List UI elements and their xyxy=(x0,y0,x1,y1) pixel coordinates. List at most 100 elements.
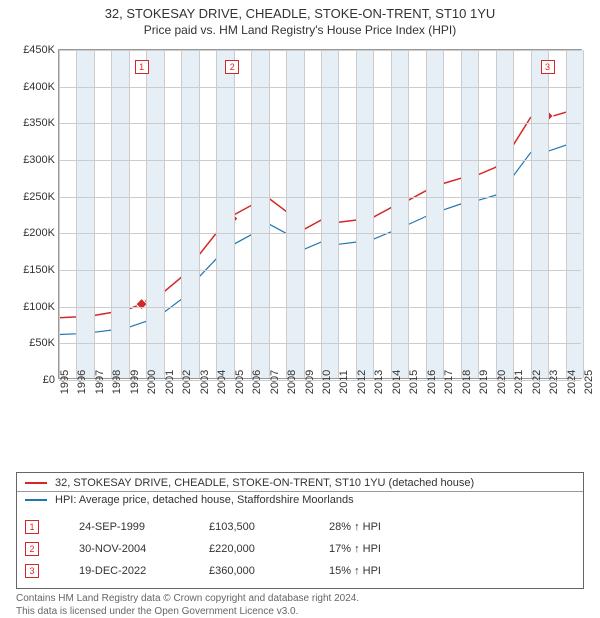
y-tick-label: £0 xyxy=(43,374,55,386)
x-gridline xyxy=(443,50,444,378)
x-gridline xyxy=(548,50,549,378)
year-band xyxy=(496,50,513,378)
attribution: Contains HM Land Registry data © Crown c… xyxy=(16,593,584,618)
x-tick-label: 1996 xyxy=(76,370,88,394)
year-band xyxy=(146,50,163,378)
y-tick-label: £100K xyxy=(23,301,55,313)
year-band xyxy=(286,50,303,378)
y-gridline xyxy=(59,233,581,234)
y-tick-label: £450K xyxy=(23,44,55,56)
x-gridline xyxy=(216,50,217,378)
x-tick-label: 2005 xyxy=(234,370,246,394)
x-gridline xyxy=(461,50,462,378)
sale-row-marker: 3 xyxy=(25,564,39,578)
x-gridline xyxy=(496,50,497,378)
x-tick-label: 2014 xyxy=(391,370,403,394)
x-tick-label: 1998 xyxy=(111,370,123,394)
year-band xyxy=(181,50,198,378)
year-band xyxy=(566,50,583,378)
sale-price: £220,000 xyxy=(209,543,299,555)
x-gridline xyxy=(391,50,392,378)
year-band xyxy=(164,50,181,378)
y-gridline xyxy=(59,307,581,308)
legend-label: 32, STOKESAY DRIVE, CHEADLE, STOKE-ON-TR… xyxy=(55,477,474,489)
title-line-2: Price paid vs. HM Land Registry's House … xyxy=(0,23,600,37)
sale-row: 3 19-DEC-2022 £360,000 15% ↑ HPI xyxy=(25,560,575,582)
y-gridline xyxy=(59,197,581,198)
year-band xyxy=(94,50,111,378)
x-gridline xyxy=(356,50,357,378)
x-gridline xyxy=(59,50,60,378)
x-tick-label: 2021 xyxy=(513,370,525,394)
year-band xyxy=(59,50,76,378)
y-tick-label: £50K xyxy=(29,337,55,349)
sale-marker-label: 3 xyxy=(541,60,555,74)
x-tick-label: 2020 xyxy=(496,370,508,394)
x-gridline xyxy=(286,50,287,378)
x-tick-label: 2024 xyxy=(566,370,578,394)
year-band xyxy=(76,50,93,378)
x-gridline xyxy=(566,50,567,378)
y-tick-label: £400K xyxy=(23,81,55,93)
sale-date: 19-DEC-2022 xyxy=(79,565,179,577)
x-tick-label: 2000 xyxy=(146,370,158,394)
x-gridline xyxy=(513,50,514,378)
year-band xyxy=(338,50,355,378)
year-band xyxy=(531,50,548,378)
y-gridline xyxy=(59,380,581,381)
x-tick-label: 2003 xyxy=(199,370,211,394)
x-gridline xyxy=(199,50,200,378)
x-tick-label: 2007 xyxy=(269,370,281,394)
sale-delta: 15% ↑ HPI xyxy=(329,565,381,577)
legend-swatch xyxy=(25,499,47,501)
x-tick-label: 2011 xyxy=(338,370,350,394)
y-gridline xyxy=(59,87,581,88)
sale-delta: 17% ↑ HPI xyxy=(329,543,381,555)
x-tick-label: 2016 xyxy=(426,370,438,394)
year-band xyxy=(461,50,478,378)
sale-marker-label: 1 xyxy=(135,60,149,74)
legend-row: HPI: Average price, detached house, Staf… xyxy=(17,492,583,510)
sale-delta: 28% ↑ HPI xyxy=(329,521,381,533)
y-tick-label: £200K xyxy=(23,227,55,239)
year-band xyxy=(391,50,408,378)
year-band xyxy=(373,50,390,378)
y-tick-label: £300K xyxy=(23,154,55,166)
legend-swatch xyxy=(25,482,47,484)
year-band xyxy=(321,50,338,378)
sale-date: 30-NOV-2004 xyxy=(79,543,179,555)
x-tick-label: 2001 xyxy=(164,370,176,394)
year-band xyxy=(513,50,530,378)
sale-row-marker: 2 xyxy=(25,542,39,556)
x-gridline xyxy=(321,50,322,378)
x-tick-label: 2006 xyxy=(251,370,263,394)
sale-price: £360,000 xyxy=(209,565,299,577)
x-gridline xyxy=(531,50,532,378)
x-gridline xyxy=(583,50,584,378)
sale-row: 2 30-NOV-2004 £220,000 17% ↑ HPI xyxy=(25,538,575,560)
x-gridline xyxy=(146,50,147,378)
legend-row: 32, STOKESAY DRIVE, CHEADLE, STOKE-ON-TR… xyxy=(17,473,583,492)
x-tick-label: 2008 xyxy=(286,370,298,394)
x-gridline xyxy=(426,50,427,378)
year-band xyxy=(443,50,460,378)
x-gridline xyxy=(269,50,270,378)
x-tick-label: 1999 xyxy=(129,370,141,394)
y-gridline xyxy=(59,270,581,271)
y-tick-label: £350K xyxy=(23,117,55,129)
sale-row-marker: 1 xyxy=(25,520,39,534)
x-tick-label: 2002 xyxy=(181,370,193,394)
x-tick-label: 2023 xyxy=(548,370,560,394)
y-gridline xyxy=(59,50,581,51)
title-line-1: 32, STOKESAY DRIVE, CHEADLE, STOKE-ON-TR… xyxy=(0,6,600,21)
year-band xyxy=(548,50,565,378)
x-gridline xyxy=(304,50,305,378)
year-band xyxy=(269,50,286,378)
x-gridline xyxy=(408,50,409,378)
y-tick-label: £150K xyxy=(23,264,55,276)
sale-price: £103,500 xyxy=(209,521,299,533)
legend-and-sales-table: 32, STOKESAY DRIVE, CHEADLE, STOKE-ON-TR… xyxy=(16,472,584,589)
year-band xyxy=(426,50,443,378)
y-tick-label: £250K xyxy=(23,191,55,203)
x-tick-label: 2018 xyxy=(461,370,473,394)
